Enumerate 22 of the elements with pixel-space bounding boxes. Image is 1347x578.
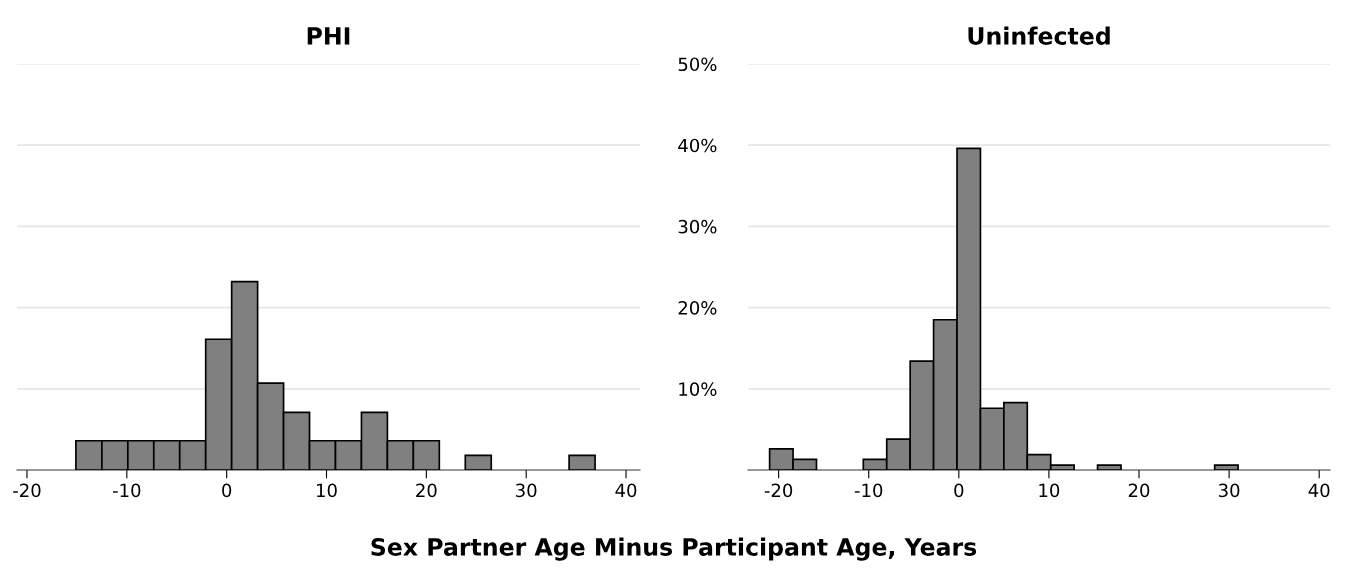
chart-title: PHI (307, 27, 350, 45)
x-tick-label: 30 (1218, 483, 1240, 498)
x-tick-label: 30 (516, 483, 537, 498)
x-tick-label: 0 (954, 483, 964, 498)
x-tick-label: -20 (764, 483, 793, 498)
x-tick-label: -20 (13, 483, 41, 498)
x-tick-label: -10 (112, 483, 141, 498)
x-tick-label: 10 (317, 483, 337, 498)
y-tick-label: 10% (679, 382, 717, 396)
x-tick-label: 20 (416, 483, 437, 498)
y-tick-label: 20% (678, 301, 717, 315)
x-tick-label: 0 (222, 483, 232, 498)
y-tick-label: 50% (678, 57, 717, 72)
x-tick-label: 20 (1128, 483, 1150, 498)
x-tick-label: 10 (1039, 483, 1060, 498)
x-axis-title: Sex Partner Age Minus Participant Age, Years (371, 537, 977, 561)
y-tick-label: 30% (678, 219, 717, 234)
x-tick-label: 40 (1308, 483, 1330, 498)
chart-title: Uninfected (968, 26, 1110, 45)
y-tick-label: 40% (678, 138, 717, 153)
x-tick-label: -10 (854, 483, 883, 498)
x-tick-label: 40 (615, 483, 637, 498)
